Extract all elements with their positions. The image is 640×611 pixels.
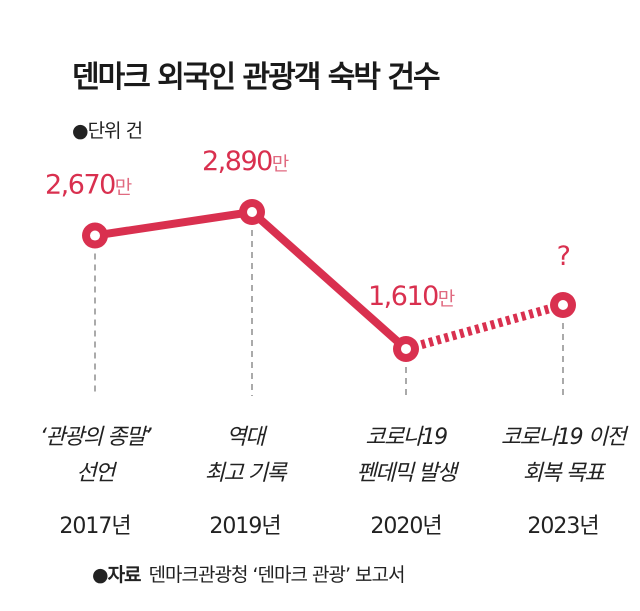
unit-note: ●단위 건 bbox=[72, 120, 143, 142]
source-text: 덴마크관광청 ‘덴마크 관광’ 보고서 bbox=[148, 564, 406, 586]
data-point-center bbox=[247, 207, 257, 217]
annotation-label: 역대 최고 기록 bbox=[204, 425, 287, 486]
data-label: 2,890만 bbox=[202, 146, 289, 177]
annotation-label: 코로나19 펜데믹 발생 bbox=[356, 425, 457, 486]
data-label: 2,670만 bbox=[45, 170, 132, 201]
x-tick-label: 2017년 bbox=[59, 514, 131, 539]
data-label: 1,610만 bbox=[368, 281, 455, 312]
annotation-label: 코로나19 이전 회복 목표 bbox=[500, 425, 627, 486]
series-segment bbox=[249, 209, 409, 352]
data-point-center bbox=[401, 343, 411, 354]
source-label: ●자료 bbox=[92, 564, 142, 586]
annotation-label: ‘관광의 종말’ 선언 bbox=[39, 425, 152, 486]
chart-title: 덴마크 외국인 관광객 숙박 건수 bbox=[72, 60, 441, 95]
x-tick-label: 2020년 bbox=[370, 514, 442, 539]
data-label: ? bbox=[557, 241, 570, 272]
x-tick-label: 2023년 bbox=[527, 514, 599, 539]
series-segment bbox=[404, 300, 565, 354]
x-tick-label: 2019년 bbox=[209, 514, 281, 539]
source-note: ●자료 덴마크관광청 ‘덴마크 관광’ 보고서 bbox=[92, 560, 406, 587]
data-point-center bbox=[558, 300, 568, 310]
series-segment bbox=[94, 208, 253, 240]
data-point-center bbox=[90, 230, 100, 241]
